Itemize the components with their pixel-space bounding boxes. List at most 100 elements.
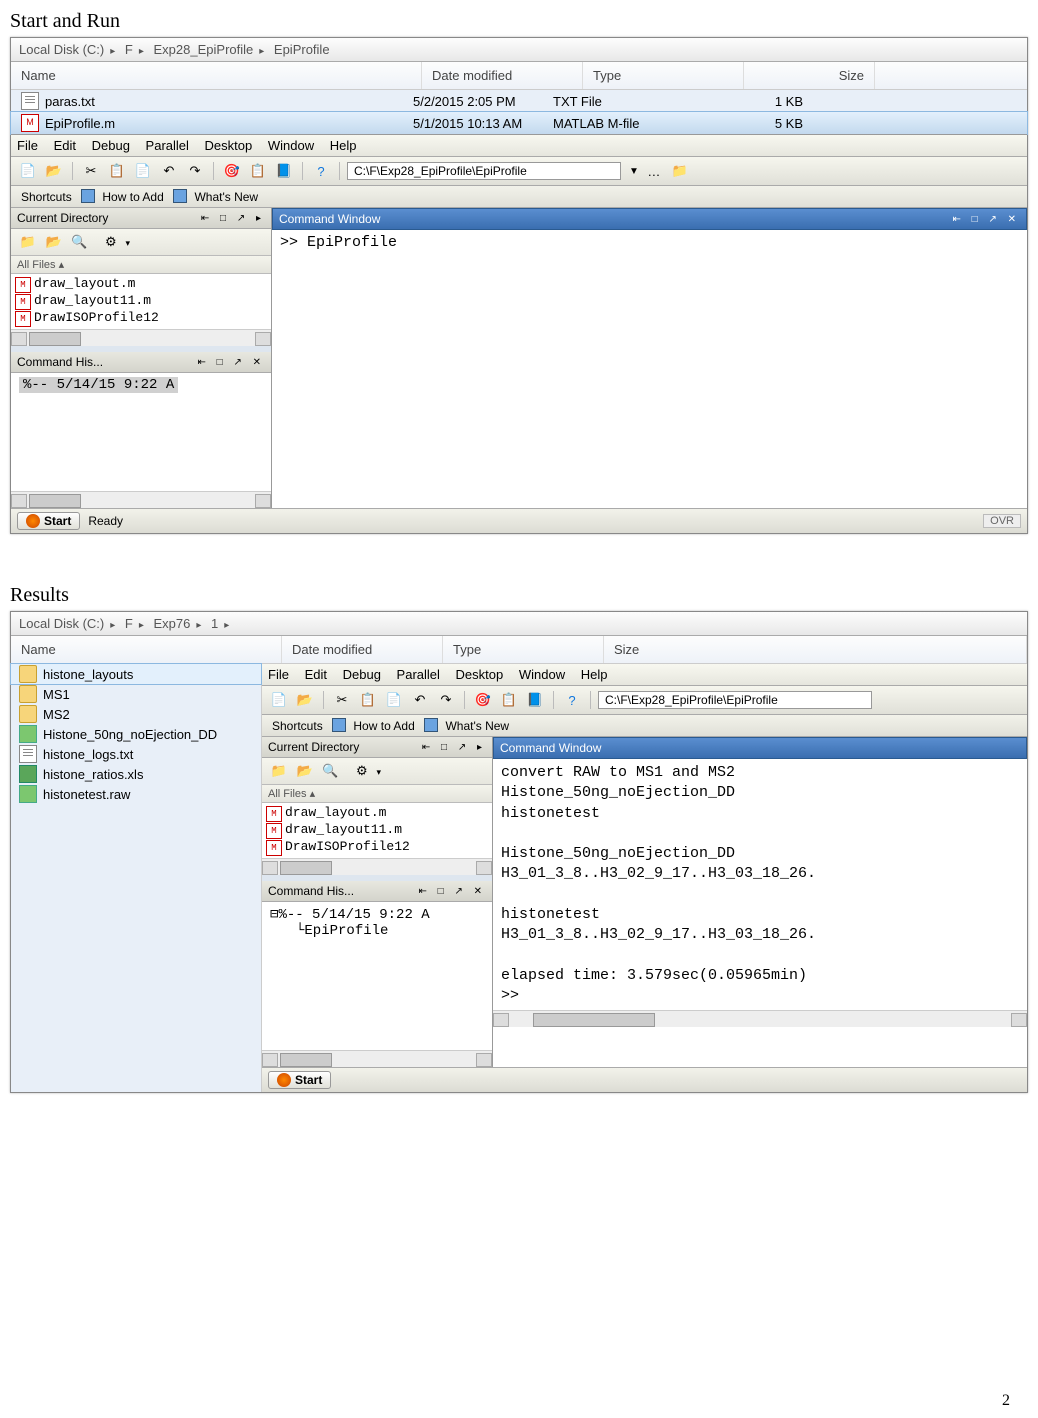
crumb-root[interactable]: Local Disk (C:) bbox=[19, 616, 104, 631]
panel-controls[interactable]: ⇤ □ ↗ ✕ bbox=[197, 357, 265, 368]
file-row[interactable]: paras.txt 5/2/2015 2:05 PM TXT File 1 KB bbox=[11, 90, 1027, 112]
menu-debug[interactable]: Debug bbox=[92, 138, 130, 153]
file-row-selected[interactable]: EpiProfile.m 5/1/2015 10:13 AM MATLAB M-… bbox=[10, 111, 1028, 135]
open-icon[interactable]: 📂 bbox=[43, 160, 65, 182]
help-icon[interactable]: ? bbox=[310, 160, 332, 182]
paste-icon[interactable]: 📄 bbox=[383, 689, 405, 711]
crumb-2[interactable]: Exp28_EpiProfile bbox=[154, 42, 254, 57]
help-icon[interactable]: ? bbox=[561, 689, 583, 711]
history-subentry[interactable]: EpiProfile bbox=[304, 923, 388, 939]
allfiles-header[interactable]: All Files ▴ bbox=[11, 256, 271, 274]
crumb-root[interactable]: Local Disk (C:) bbox=[19, 42, 104, 57]
menu-window[interactable]: Window bbox=[519, 667, 565, 682]
result-row[interactable]: histone_ratios.xls bbox=[11, 764, 261, 784]
start-button[interactable]: Start bbox=[17, 512, 80, 530]
list-item[interactable]: draw_layout11.m bbox=[34, 293, 151, 308]
profiler-icon[interactable]: 📘 bbox=[524, 689, 546, 711]
menu-file[interactable]: File bbox=[17, 138, 38, 153]
cmdhistory-titlebar[interactable]: Command His... ⇤ □ ↗ ✕ bbox=[262, 881, 492, 902]
menu-desktop[interactable]: Desktop bbox=[205, 138, 253, 153]
simulink-icon[interactable]: 🎯 bbox=[472, 689, 494, 711]
cmdhistory-body[interactable]: %-- 5/14/15 9:22 A bbox=[11, 373, 271, 491]
col-date[interactable]: Date modified bbox=[282, 636, 443, 663]
col-type[interactable]: Type bbox=[443, 636, 604, 663]
panel-controls[interactable]: ⇤ □ ↗ ▸ bbox=[201, 213, 265, 224]
result-row[interactable]: histonetest.raw bbox=[11, 784, 261, 804]
up-icon[interactable]: 📁 bbox=[17, 231, 39, 253]
whatsnew-link[interactable]: What's New bbox=[194, 190, 258, 204]
dropdown-icon[interactable]: ▾ bbox=[377, 767, 382, 777]
menu-parallel[interactable]: Parallel bbox=[397, 667, 440, 682]
cut-icon[interactable]: ✂ bbox=[331, 689, 353, 711]
crumb-3[interactable]: EpiProfile bbox=[274, 42, 330, 57]
menu-file[interactable]: File bbox=[268, 667, 289, 682]
path-input[interactable]: C:\F\Exp28_EpiProfile\EpiProfile bbox=[598, 691, 872, 709]
dropdown-icon[interactable]: ▾ bbox=[126, 238, 131, 248]
col-name[interactable]: Name bbox=[11, 636, 282, 663]
dropdown-icon[interactable]: ▼ bbox=[629, 166, 639, 177]
cmdwindow-titlebar[interactable]: Command Window ⇤ □ ↗ ✕ bbox=[272, 208, 1027, 230]
copy-icon[interactable]: 📋 bbox=[106, 160, 128, 182]
menubar[interactable]: File Edit Debug Parallel Desktop Window … bbox=[11, 135, 1027, 157]
panel-controls[interactable]: ⇤ □ ↗ ▸ bbox=[422, 742, 486, 753]
copy-icon[interactable]: 📋 bbox=[357, 689, 379, 711]
col-size[interactable]: Size bbox=[744, 62, 875, 89]
panel-controls[interactable]: ⇤ □ ↗ ✕ bbox=[952, 214, 1020, 225]
list-item[interactable]: DrawISOProfile12 bbox=[285, 839, 410, 854]
cmdwindow-titlebar[interactable]: Command Window bbox=[493, 737, 1027, 759]
cmdhistory-titlebar[interactable]: Command His... ⇤ □ ↗ ✕ bbox=[11, 352, 271, 373]
gear-icon[interactable]: ⚙ bbox=[351, 760, 373, 782]
command-input[interactable]: >> EpiProfile bbox=[272, 230, 1027, 255]
start-button[interactable]: Start bbox=[268, 1071, 331, 1089]
file-list[interactable]: draw_layout.m draw_layout11.m DrawISOPro… bbox=[262, 803, 492, 858]
newfolder-icon[interactable]: 📂 bbox=[43, 231, 65, 253]
allfiles-header[interactable]: All Files ▴ bbox=[262, 785, 492, 803]
redo-icon[interactable]: ↷ bbox=[435, 689, 457, 711]
find-icon[interactable]: 🔍 bbox=[319, 760, 341, 782]
gear-icon[interactable]: ⚙ bbox=[100, 231, 122, 253]
menu-help[interactable]: Help bbox=[581, 667, 608, 682]
up-icon[interactable]: 📁 bbox=[268, 760, 290, 782]
crumb-1[interactable]: F bbox=[125, 42, 133, 57]
result-row[interactable]: Histone_50ng_noEjection_DD bbox=[11, 724, 261, 744]
guide-icon[interactable]: 📋 bbox=[498, 689, 520, 711]
menu-window[interactable]: Window bbox=[268, 138, 314, 153]
redo-icon[interactable]: ↷ bbox=[184, 160, 206, 182]
menu-parallel[interactable]: Parallel bbox=[146, 138, 189, 153]
menu-edit[interactable]: Edit bbox=[305, 667, 327, 682]
howtoadd-link[interactable]: How to Add bbox=[102, 190, 163, 204]
undo-icon[interactable]: ↶ bbox=[409, 689, 431, 711]
col-size[interactable]: Size bbox=[604, 636, 1027, 663]
currentdir-titlebar[interactable]: Current Directory ⇤ □ ↗ ▸ bbox=[262, 737, 492, 758]
history-entry[interactable]: %-- 5/14/15 9:22 A bbox=[19, 377, 178, 393]
cut-icon[interactable]: ✂ bbox=[80, 160, 102, 182]
history-entry[interactable]: %-- 5/14/15 9:22 A bbox=[278, 907, 429, 923]
simulink-icon[interactable]: 🎯 bbox=[221, 160, 243, 182]
breadcrumb[interactable]: Local Disk (C:) F Exp76 1 bbox=[11, 612, 1027, 636]
new-icon[interactable]: 📄 bbox=[268, 689, 290, 711]
list-item[interactable]: draw_layout11.m bbox=[285, 822, 402, 837]
scrollbar[interactable] bbox=[262, 858, 492, 875]
newfolder-icon[interactable]: 📂 bbox=[294, 760, 316, 782]
whatsnew-link[interactable]: What's New bbox=[445, 719, 509, 733]
menu-help[interactable]: Help bbox=[330, 138, 357, 153]
result-row[interactable]: histone_layouts bbox=[10, 663, 262, 685]
breadcrumb[interactable]: Local Disk (C:) F Exp28_EpiProfile EpiPr… bbox=[11, 38, 1027, 62]
scrollbar[interactable] bbox=[11, 329, 271, 346]
col-type[interactable]: Type bbox=[583, 62, 744, 89]
crumb-2[interactable]: Exp76 bbox=[154, 616, 191, 631]
crumb-1[interactable]: F bbox=[125, 616, 133, 631]
scrollbar[interactable] bbox=[493, 1010, 1027, 1027]
list-item[interactable]: draw_layout.m bbox=[285, 805, 386, 820]
guide-icon[interactable]: 📋 bbox=[247, 160, 269, 182]
new-icon[interactable]: 📄 bbox=[17, 160, 39, 182]
list-item[interactable]: draw_layout.m bbox=[34, 276, 135, 291]
list-item[interactable]: DrawISOProfile12 bbox=[34, 310, 159, 325]
browse-icon[interactable]: … bbox=[643, 160, 665, 182]
menubar[interactable]: File Edit Debug Parallel Desktop Window … bbox=[262, 664, 1027, 686]
path-input[interactable]: C:\F\Exp28_EpiProfile\EpiProfile bbox=[347, 162, 621, 180]
result-row[interactable]: MS1 bbox=[11, 684, 261, 704]
menu-edit[interactable]: Edit bbox=[54, 138, 76, 153]
menu-debug[interactable]: Debug bbox=[343, 667, 381, 682]
undo-icon[interactable]: ↶ bbox=[158, 160, 180, 182]
